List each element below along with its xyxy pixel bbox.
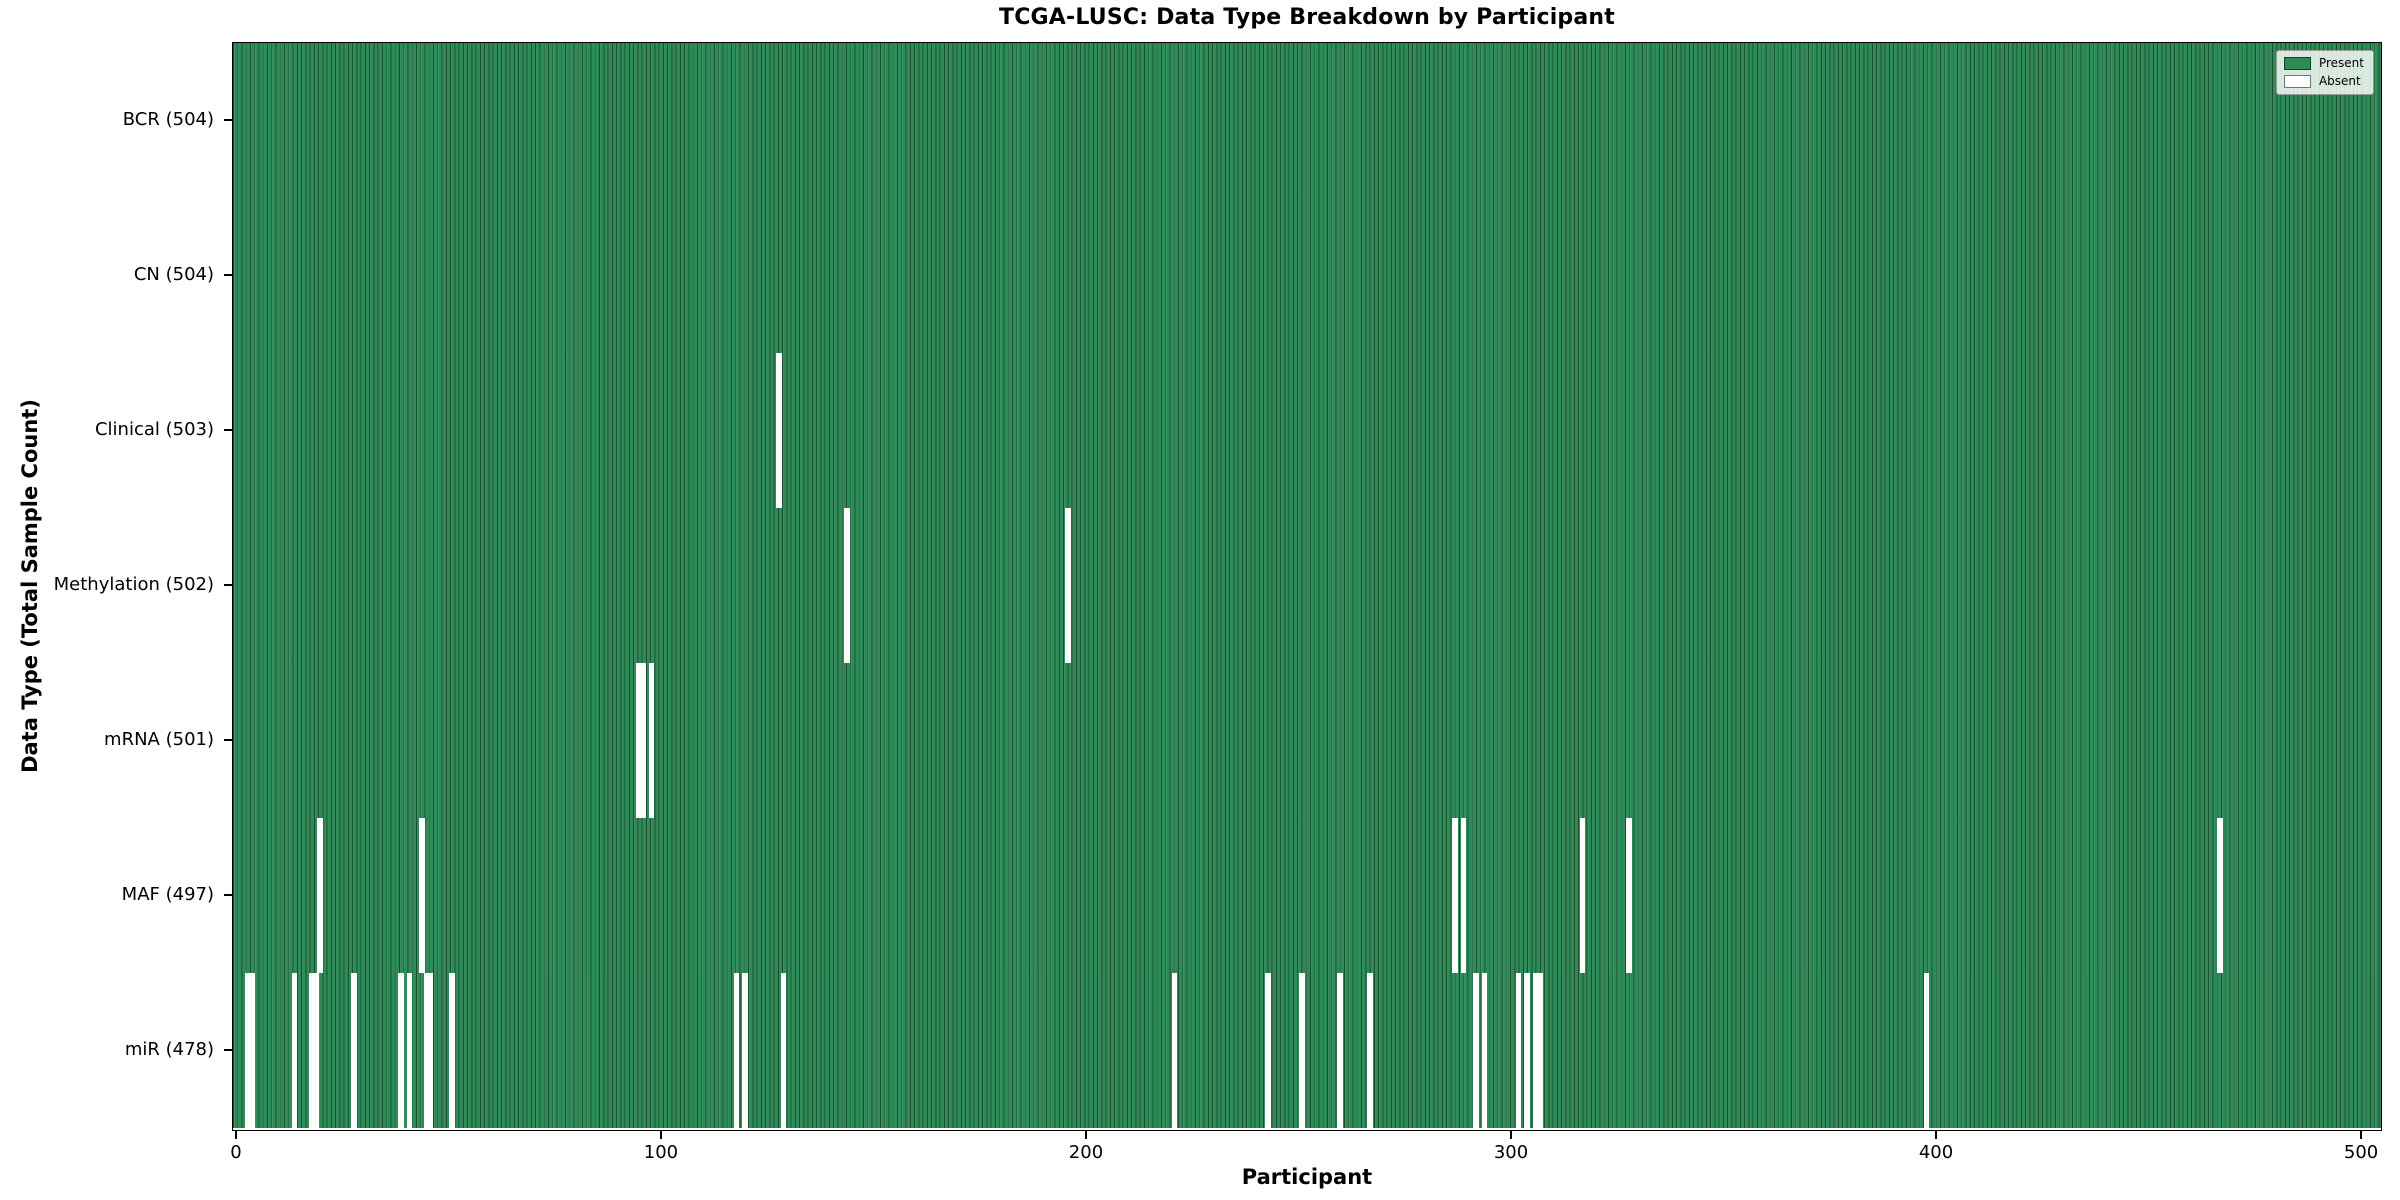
x-tick-mark bbox=[659, 1131, 662, 1139]
chart-title: TCGA-LUSC: Data Type Breakdown by Partic… bbox=[998, 5, 1616, 30]
x-tick-label: 0 bbox=[230, 1142, 242, 1163]
x-tick-mark bbox=[1510, 1131, 1512, 1139]
absent-mark bbox=[1452, 818, 1458, 973]
x-axis-title: Participant bbox=[1241, 1165, 1373, 1189]
y-tick-label-cn: CN (504) bbox=[133, 263, 214, 285]
absent-mark bbox=[1626, 818, 1632, 973]
absent-mark bbox=[317, 818, 323, 973]
absent-mark bbox=[1481, 973, 1488, 1129]
absent-mark bbox=[1065, 508, 1071, 663]
absent-mark bbox=[636, 663, 642, 818]
x-tick-label: 500 bbox=[2343, 1142, 2379, 1163]
row-bcr bbox=[233, 43, 2381, 199]
legend-label-present: Present bbox=[2318, 56, 2364, 70]
absent-swatch-icon bbox=[2283, 75, 2311, 88]
y-tick-mark bbox=[224, 428, 232, 431]
legend-entry-absent: Absent bbox=[2283, 74, 2364, 88]
absent-mark bbox=[313, 973, 319, 1129]
x-tick-mark bbox=[2360, 1131, 2363, 1139]
y-tick-label-methylation: Methylation (502) bbox=[53, 573, 214, 595]
absent-mark bbox=[1532, 973, 1539, 1129]
absent-mark bbox=[419, 818, 425, 973]
present-swatch-icon bbox=[2283, 57, 2311, 70]
absent-mark bbox=[1171, 973, 1178, 1129]
absent-mark bbox=[449, 973, 455, 1129]
y-tick-mark bbox=[224, 118, 232, 121]
y-tick-label-mir: miR (478) bbox=[124, 1038, 214, 1060]
absent-mark bbox=[648, 663, 655, 818]
absent-mark bbox=[776, 353, 782, 508]
x-tick-mark bbox=[1084, 1131, 1087, 1139]
absent-mark bbox=[291, 973, 298, 1129]
legend: Present Absent bbox=[2275, 50, 2374, 95]
absent-mark bbox=[1579, 818, 1586, 973]
absent-mark bbox=[423, 973, 430, 1129]
absent-mark bbox=[1367, 973, 1373, 1129]
absent-mark bbox=[1337, 973, 1343, 1129]
absent-mark bbox=[249, 973, 255, 1129]
y-tick-label-maf: MAF (497) bbox=[121, 883, 214, 905]
absent-mark bbox=[1265, 973, 1271, 1129]
x-tick-label: 400 bbox=[1918, 1142, 1954, 1163]
absent-mark bbox=[640, 663, 646, 818]
y-tick-label-bcr: BCR (504) bbox=[122, 108, 214, 130]
x-tick-label: 300 bbox=[1493, 1142, 1529, 1163]
row-clinical bbox=[233, 353, 2381, 509]
row-maf bbox=[233, 818, 2381, 974]
absent-mark bbox=[308, 973, 315, 1129]
absent-mark bbox=[733, 973, 740, 1129]
y-tick-mark bbox=[224, 273, 232, 276]
row-mir bbox=[233, 973, 2381, 1129]
absent-mark bbox=[780, 973, 787, 1129]
row-cn bbox=[233, 198, 2381, 354]
legend-entry-present: Present bbox=[2283, 56, 2364, 70]
y-tick-mark bbox=[224, 893, 232, 896]
y-tick-mark bbox=[224, 583, 232, 586]
row-methylation bbox=[233, 508, 2381, 664]
legend-label-absent: Absent bbox=[2318, 74, 2361, 88]
absent-mark bbox=[351, 973, 357, 1129]
x-tick-label: 100 bbox=[643, 1142, 679, 1163]
absent-mark bbox=[1515, 973, 1522, 1129]
absent-mark bbox=[2217, 818, 2223, 973]
absent-mark bbox=[398, 973, 404, 1129]
absent-mark bbox=[1299, 973, 1305, 1129]
absent-mark bbox=[1460, 818, 1467, 973]
absent-mark bbox=[1473, 973, 1479, 1129]
plot-area: Present Absent bbox=[232, 42, 2382, 1131]
absent-mark bbox=[406, 973, 413, 1129]
row-mrna bbox=[233, 663, 2381, 819]
x-tick-mark bbox=[234, 1131, 237, 1139]
absent-mark bbox=[1537, 973, 1543, 1129]
absent-mark bbox=[427, 973, 434, 1129]
x-tick-label: 200 bbox=[1068, 1142, 1104, 1163]
y-tick-mark bbox=[224, 738, 232, 741]
y-tick-label-clinical: Clinical (503) bbox=[94, 418, 214, 440]
absent-mark bbox=[245, 973, 251, 1129]
x-tick-mark bbox=[1935, 1131, 1938, 1139]
absent-mark bbox=[844, 508, 850, 663]
absent-mark bbox=[1524, 973, 1530, 1129]
y-tick-label-mrna: mRNA (501) bbox=[104, 728, 214, 750]
y-tick-mark bbox=[224, 1048, 232, 1051]
absent-mark bbox=[742, 973, 748, 1129]
absent-mark bbox=[1924, 973, 1930, 1129]
